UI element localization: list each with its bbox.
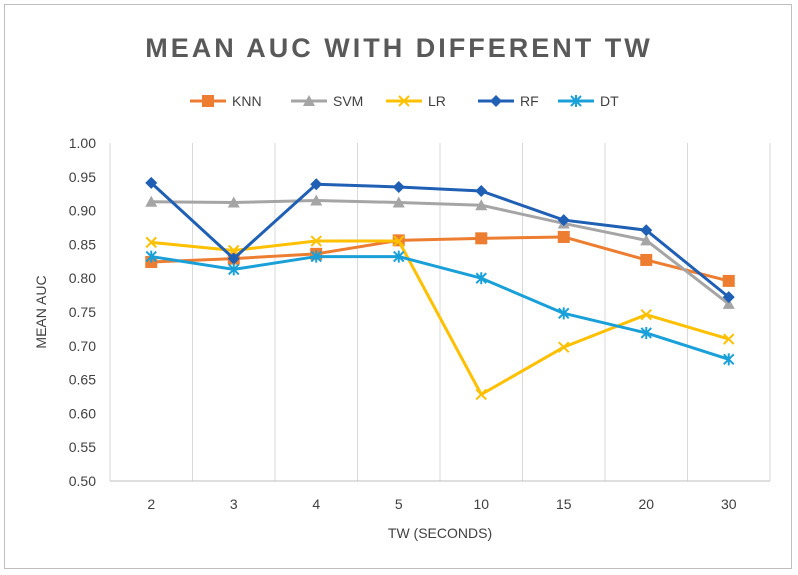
legend-item-rf: RF — [478, 93, 539, 109]
data-point-rf — [145, 176, 158, 189]
data-point-lr — [723, 333, 735, 345]
y-tick-label: 0.50 — [69, 473, 96, 489]
y-tick-label: 0.95 — [69, 169, 96, 185]
legend-marker — [570, 95, 582, 107]
y-axis-ticks: 0.50 0.55 0.60 0.65 0.70 0.75 0.80 0.85 0.90 0.95… — [69, 135, 96, 489]
y-tick-label: 0.60 — [69, 405, 96, 421]
data-point-svm — [145, 195, 158, 207]
legend-marker — [202, 95, 214, 107]
data-point-dt — [475, 272, 487, 285]
series-rf — [145, 176, 735, 304]
data-point-svm — [722, 297, 735, 309]
data-point-rf — [475, 184, 488, 197]
data-point-knn — [557, 230, 570, 243]
x-tick-label: 30 — [721, 496, 737, 512]
legend-marker — [398, 95, 410, 107]
data-point-lr — [475, 388, 487, 401]
data-point-lr — [310, 235, 322, 247]
x-tick-label: 4 — [312, 496, 320, 512]
legend-item-dt: DT — [558, 93, 619, 109]
legend: KNN SVM LR RF DT — [190, 93, 619, 109]
data-point-rf — [640, 224, 653, 237]
data-point-dt — [640, 326, 652, 339]
data-point-knn — [722, 274, 735, 287]
data-point-rf — [227, 252, 240, 265]
data-point-svm — [227, 196, 240, 208]
data-point-dt — [228, 263, 240, 276]
series-line-dt — [151, 255, 730, 361]
legend-item-svm: SVM — [291, 93, 363, 109]
data-point-dt — [310, 250, 322, 263]
series-dt — [145, 250, 735, 366]
x-tick-label: 5 — [395, 496, 403, 512]
data-point-lr — [393, 235, 405, 247]
gridlines — [109, 143, 771, 482]
y-tick-label: 0.70 — [69, 338, 96, 354]
data-point-rf — [557, 214, 570, 227]
legend-label: RF — [520, 93, 539, 109]
series-line-lr — [151, 239, 730, 396]
data-point-rf — [310, 178, 323, 191]
x-tick-label: 3 — [230, 496, 238, 512]
series-lines — [145, 176, 735, 401]
legend-item-knn: KNN — [190, 93, 262, 109]
legend-label: KNN — [232, 93, 262, 109]
data-point-dt — [393, 250, 405, 263]
data-point-lr — [145, 236, 157, 249]
y-axis-label: MEAN AUC — [33, 275, 49, 348]
y-tick-label: 0.65 — [69, 372, 96, 388]
series-lr — [145, 235, 735, 401]
data-point-lr — [640, 308, 652, 321]
data-point-dt — [558, 307, 570, 320]
y-tick-label: 1.00 — [69, 135, 96, 151]
x-axis-label: TW (SECONDS) — [388, 525, 492, 541]
x-tick-label: 20 — [638, 496, 654, 512]
data-point-dt — [145, 250, 157, 263]
data-point-svm — [392, 196, 405, 208]
data-point-knn — [475, 232, 488, 245]
series-line-svm — [151, 198, 730, 306]
legend-label: LR — [428, 93, 446, 109]
y-tick-label: 0.75 — [69, 304, 96, 320]
x-tick-label: 2 — [147, 496, 155, 512]
y-tick-label: 0.80 — [69, 270, 96, 286]
legend-label: DT — [600, 93, 619, 109]
data-point-knn — [640, 253, 653, 266]
legend-marker — [303, 95, 315, 106]
x-tick-label: 10 — [473, 496, 489, 512]
y-tick-label: 0.55 — [69, 439, 96, 455]
chart-frame — [4, 4, 792, 569]
data-point-lr — [558, 341, 570, 353]
data-point-svm — [640, 234, 653, 246]
y-tick-label: 0.90 — [69, 203, 96, 219]
data-point-svm — [310, 194, 323, 206]
series-line-rf — [150, 181, 730, 299]
legend-marker — [490, 95, 502, 107]
legend-item-lr: LR — [386, 93, 446, 109]
data-point-rf — [722, 291, 735, 304]
chart-title: MEAN AUC WITH DIFFERENT TW — [145, 33, 652, 63]
data-point-svm — [475, 199, 488, 211]
data-point-dt — [723, 353, 735, 366]
data-point-rf — [392, 180, 405, 193]
legend-label: SVM — [333, 93, 363, 109]
series-line-knn — [151, 235, 730, 283]
y-tick-label: 0.85 — [69, 236, 96, 252]
x-axis-ticks: 2 3 4 5 10 15 20 30 — [147, 496, 736, 512]
x-tick-label: 15 — [556, 496, 572, 512]
